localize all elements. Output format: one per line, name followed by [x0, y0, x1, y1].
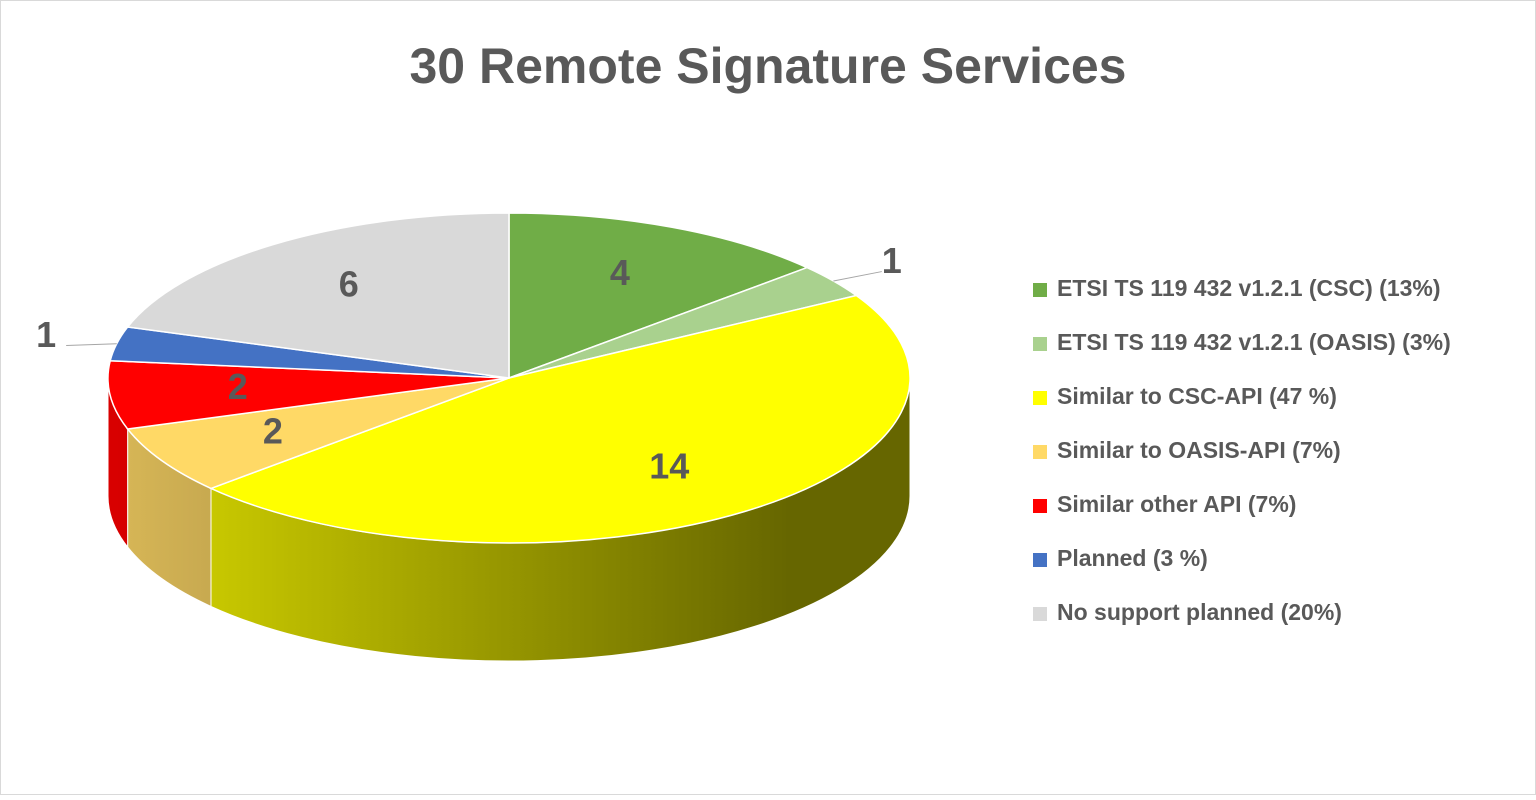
- legend-label: Planned (3 %): [1057, 545, 1208, 571]
- legend-label: Similar other API (7%): [1057, 491, 1296, 517]
- legend-swatch: [1033, 445, 1047, 459]
- legend-swatch: [1033, 553, 1047, 567]
- data-label: 2: [263, 411, 283, 452]
- legend-label: Similar to CSC-API (47 %): [1057, 383, 1337, 409]
- data-label: 4: [610, 252, 630, 293]
- leader-line: [833, 271, 882, 282]
- legend-swatch: [1033, 283, 1047, 297]
- data-label: 14: [649, 445, 689, 486]
- data-label: 1: [882, 240, 902, 281]
- slice: [126, 377, 510, 490]
- data-label: 6: [339, 264, 359, 305]
- legend-swatch: [1033, 391, 1047, 405]
- legend-label: No support planned (20%): [1057, 599, 1342, 625]
- legend-swatch: [1033, 607, 1047, 621]
- leader-line: [66, 343, 117, 347]
- slice: [508, 212, 809, 380]
- legend-swatch: [1033, 499, 1047, 513]
- slice: [107, 359, 510, 430]
- data-label: 1: [36, 314, 56, 355]
- chart-title: 30 Remote Signature Services: [410, 38, 1127, 94]
- legend-label: ETSI TS 119 432 v1.2.1 (CSC) (13%): [1057, 275, 1441, 301]
- legend-swatch: [1033, 337, 1047, 351]
- slice: [209, 294, 911, 544]
- slice: [126, 212, 510, 379]
- legend-label: Similar to OASIS-API (7%): [1057, 437, 1341, 463]
- data-label: 2: [228, 366, 248, 407]
- legend-label: ETSI TS 119 432 v1.2.1 (OASIS) (3%): [1057, 329, 1451, 355]
